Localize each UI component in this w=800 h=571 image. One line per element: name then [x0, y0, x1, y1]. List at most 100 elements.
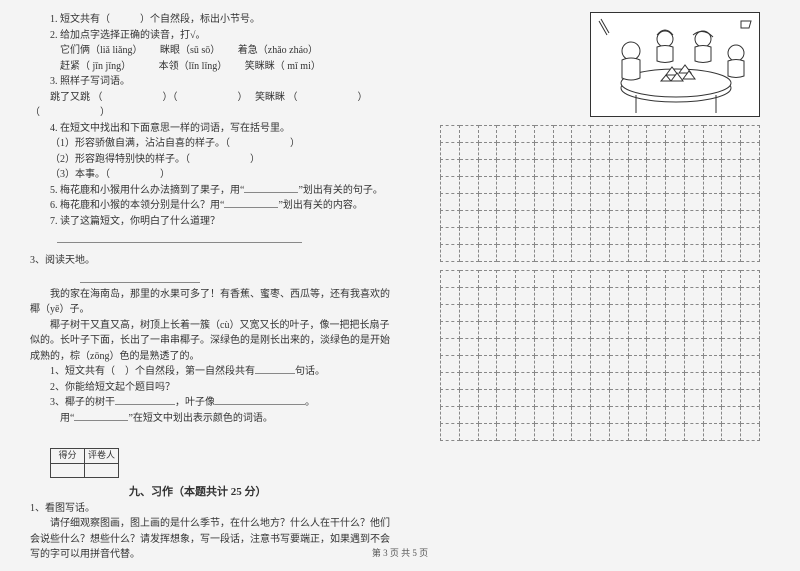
- writing-grid-cell: [703, 390, 722, 407]
- writing-grid-cell: [628, 356, 647, 373]
- q1-line6: 跳了又跳 （ ）（ ） 笑眯眯 （ ）（ ）: [30, 90, 395, 121]
- writing-grid-cell: [722, 339, 741, 356]
- q3-s1-blank: [255, 364, 295, 374]
- q3-s1a: 1、短文共有（ ）个自然段，第一自然段共有: [50, 366, 255, 377]
- writing-grid-cell: [609, 211, 628, 228]
- writing-grid-cell: [609, 194, 628, 211]
- writing-grid-cell: [741, 143, 760, 160]
- writing-grid-cell: [609, 424, 628, 441]
- writing-grid-cell: [628, 424, 647, 441]
- writing-grid-cell: [534, 143, 553, 160]
- writing-grid-cell: [609, 339, 628, 356]
- writing-grid-cell: [534, 356, 553, 373]
- writing-grid-cell: [628, 373, 647, 390]
- writing-grid-cell: [666, 390, 685, 407]
- writing-grid-cell: [703, 288, 722, 305]
- writing-grid-cell: [741, 407, 760, 424]
- writing-grid-cell: [459, 373, 478, 390]
- writing-grid-cell: [722, 143, 741, 160]
- writing-grid-cell: [459, 288, 478, 305]
- writing-grid-cell: [647, 194, 666, 211]
- writing-grid-cell: [553, 177, 572, 194]
- writing-grid-cell: [516, 126, 535, 143]
- writing-grid-cell: [609, 160, 628, 177]
- writing-grid-cell: [703, 245, 722, 262]
- writing-grid-cell: [441, 322, 460, 339]
- q1-l6a: 跳了又跳 （ ）（ ）: [50, 92, 243, 103]
- writing-grid-cell: [647, 356, 666, 373]
- writing-grid-cell: [478, 271, 497, 288]
- writing-grid-cell: [703, 177, 722, 194]
- q1-l11-pre: 5. 梅花鹿和小猴用什么办法摘到了果子，用“: [50, 185, 244, 196]
- writing-grid-cell: [516, 407, 535, 424]
- writing-grid-cell: [441, 228, 460, 245]
- writing-grid-cell: [741, 126, 760, 143]
- q1-line9: （2）形容跑得特别快的样子。（ ）: [30, 152, 395, 168]
- writing-grid-cell: [703, 160, 722, 177]
- writing-grid-cell: [497, 339, 516, 356]
- writing-grid-cell: [497, 288, 516, 305]
- writing-grid-cell: [516, 424, 535, 441]
- q3-s3c: 。: [305, 397, 315, 408]
- writing-grid-cell: [534, 390, 553, 407]
- writing-grid-cell: [553, 322, 572, 339]
- writing-grid-cell: [497, 126, 516, 143]
- writing-grid-cell: [647, 424, 666, 441]
- writing-grid-cell: [666, 177, 685, 194]
- writing-grid-cell: [703, 228, 722, 245]
- writing-grid-cell: [534, 271, 553, 288]
- writing-grid-cell: [516, 356, 535, 373]
- writing-grid-cell: [478, 407, 497, 424]
- q3-s4a: 用“: [60, 413, 74, 424]
- q1-line5: 3. 照样子写词语。: [30, 74, 395, 90]
- writing-grid-cell: [647, 245, 666, 262]
- writing-grid-cell: [722, 390, 741, 407]
- writing-grid-cell: [684, 288, 703, 305]
- writing-grid-cell: [666, 424, 685, 441]
- writing-grid-cell: [572, 373, 591, 390]
- writing-grid-cell: [516, 143, 535, 160]
- writing-grid-cell: [441, 424, 460, 441]
- writing-grid-cell: [591, 228, 610, 245]
- writing-l1: 1、看图写话。: [30, 501, 395, 517]
- writing-grid-cell: [553, 228, 572, 245]
- q3-title-line: [80, 273, 200, 283]
- writing-grid-cell: [591, 339, 610, 356]
- writing-grid-cell: [553, 424, 572, 441]
- q3-p2: 椰子树干又直又高，树顶上长着一簇（cù）又宽又长的叶子，像一把把长扇子似的。长叶…: [30, 318, 395, 365]
- writing-grid-cell: [741, 356, 760, 373]
- q3-title: 3、阅读天地。: [30, 253, 395, 269]
- writing-grid-cell: [591, 245, 610, 262]
- writing-grid-cell: [628, 305, 647, 322]
- writing-grid-cell: [628, 211, 647, 228]
- writing-grid-cell: [459, 339, 478, 356]
- writing-grid-cell: [741, 390, 760, 407]
- writing-grid-cell: [441, 356, 460, 373]
- writing-grid-cell: [553, 390, 572, 407]
- writing-grid-cell: [722, 245, 741, 262]
- writing-grid-cell: [684, 322, 703, 339]
- q3-s3-b1: [115, 395, 175, 405]
- q1-l12-post: ”划出有关的内容。: [278, 200, 362, 211]
- writing-grid-cell: [497, 211, 516, 228]
- writing-grid-cell: [459, 143, 478, 160]
- writing-grid-cell: [553, 245, 572, 262]
- score-h1: 得分: [51, 449, 85, 464]
- writing-grid-cell: [497, 245, 516, 262]
- writing-grid-cell: [478, 177, 497, 194]
- writing-grid-cell: [572, 288, 591, 305]
- writing-grid-cell: [497, 322, 516, 339]
- writing-grid-cell: [478, 228, 497, 245]
- writing-grid-cell: [684, 271, 703, 288]
- writing-grid-cell: [741, 177, 760, 194]
- writing-grid-cell: [497, 177, 516, 194]
- writing-grid-cell: [572, 194, 591, 211]
- writing-grid-cell: [516, 373, 535, 390]
- q3-s3: 3、椰子的树干，叶子像。: [30, 395, 395, 411]
- writing-grid-cell: [684, 373, 703, 390]
- writing-grid-cell: [666, 407, 685, 424]
- q1-line12: 6. 梅花鹿和小猴的本领分别是什么？用“”划出有关的内容。: [30, 198, 395, 214]
- writing-grid-cell: [534, 305, 553, 322]
- writing-grid-cell: [741, 271, 760, 288]
- writing-grid-cell: [684, 245, 703, 262]
